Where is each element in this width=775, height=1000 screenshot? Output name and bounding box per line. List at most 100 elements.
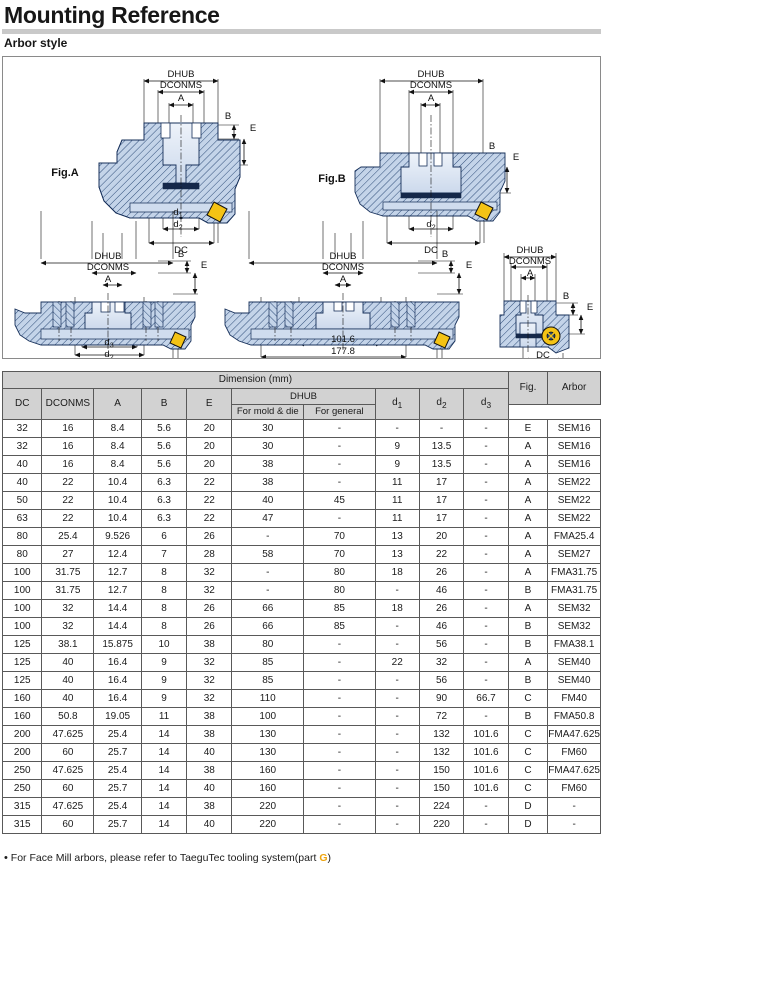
cell-e: 40 [186,779,233,798]
cell-b: 11 [140,707,188,726]
cell-d1: 22 [374,653,420,672]
cell-dconms: 16 [41,419,95,438]
header-dhub: DHUB [231,388,376,405]
cell-arbor: - [547,815,601,834]
footnote-bullet: • [4,852,8,864]
cell-fig: A [507,509,549,528]
cell-b: 6.3 [140,509,188,528]
cell-fig: A [507,455,549,474]
cell-fig: A [507,527,549,546]
cell-arbor: SEM40 [547,671,601,690]
cell-e: 20 [186,437,233,456]
fig-a-dc-label: DC [174,245,188,256]
cell-d3: 101.6 [463,761,509,780]
fig-c-drawing: DHUB DCONMS A B E d3 d2 DC Fig.C [14,211,207,358]
cell-mold: 160 [231,779,305,798]
table-row: 160 50.8 19.05 11 38 100- -72- B FMA50.8 [1,707,601,726]
fig-d-dhub-label: DHUB [330,251,357,262]
cell-fig: D [507,815,549,834]
table-row: 125 38.1 15.875 10 38 80- -56- B FMA38.1 [1,635,601,654]
cell-a: 25.4 [93,761,142,780]
cell-mold: 30 [231,437,305,456]
fig-b-drawing: DHUB DCONMS A B E d2 DC Fig.B [318,69,519,256]
cell-arbor: SEM40 [547,653,601,672]
cell-arbor: SEM16 [547,419,601,438]
cell-d1: - [374,779,420,798]
cell-e: 28 [186,545,233,564]
header-fig: Fig. [507,371,549,405]
cell-d3: - [463,599,509,618]
cell-fig: B [507,581,549,600]
arbor-dimension-table: Dimension (mm) Fig. Arbor DC DCONMS A B … [1,371,601,834]
cell-general: - [303,797,376,816]
cell-dc: 32 [1,419,43,438]
cell-general: - [303,815,376,834]
cell-arbor: SEM32 [547,617,601,636]
cell-e: 40 [186,743,233,762]
fig-d-177-label: 177.8 [331,346,355,357]
header-e: E [186,388,233,420]
insert-diamond [474,201,494,243]
table-row: 63 22 10.4 6.3 22 47-11 17- A SEM22 [1,509,601,528]
cell-d2: - [418,419,465,438]
cell-dconms: 16 [41,437,95,456]
cell-dconms: 60 [41,743,95,762]
footnote: • For Face Mill arbors, please refer to … [4,852,331,864]
cell-d1: - [374,617,420,636]
fig-b-dc-label: DC [424,245,438,256]
table-row: 100 32 14.4 8 26 66 85 18 26- A SEM32 [1,599,601,618]
table-row: 160 40 16.4 9 32 110- -90 66.7 C FM40 [1,689,601,708]
cell-arbor: FMA31.75 [547,581,601,600]
cell-a: 8.4 [93,419,142,438]
cell-dconms: 31.75 [41,581,95,600]
fig-c-b-label: B [178,249,184,260]
cell-dc: 100 [1,599,43,618]
cell-d3: - [463,671,509,690]
cell-d3: - [463,491,509,510]
cell-dconms: 27 [41,545,95,564]
table-row: 125 40 16.4 9 32 85-22 32- A SEM40 [1,653,601,672]
cell-a: 12.7 [93,581,142,600]
cell-dc: 315 [1,797,43,816]
fig-a-d2-label: d2 [173,219,182,232]
cell-dconms: 16 [41,455,95,474]
cell-b: 7 [140,545,188,564]
cell-e: 22 [186,509,233,528]
cell-dconms: 22 [41,491,95,510]
cell-e: 38 [186,725,233,744]
cell-arbor: FMA25.4 [547,527,601,546]
cell-e: 32 [186,581,233,600]
cell-d3: - [463,581,509,600]
insert-round [541,326,561,346]
cell-arbor: SEM22 [547,491,601,510]
cell-mold: - [231,527,305,546]
cell-dconms: 25.4 [41,527,95,546]
cell-d2: 20 [418,527,465,546]
table-row: 100 32 14.4 8 26 66 85-46- B SEM32 [1,617,601,636]
cell-dc: 63 [1,509,43,528]
cell-dc: 200 [1,725,43,744]
cell-e: 26 [186,527,233,546]
arbor-style-diagram-panel: DHUB DCONMS A B E d1 d2 DC Fig.A [2,56,601,359]
cell-mold: 80 [231,635,305,654]
fig-e-dhub-label: DHUB [517,245,544,256]
cell-mold: 160 [231,761,305,780]
cell-arbor: SEM27 [547,545,601,564]
cell-dc: 80 [1,545,43,564]
cell-d3: - [463,707,509,726]
cell-arbor: FM60 [547,743,601,762]
cell-a: 25.4 [93,797,142,816]
cell-a: 25.7 [93,779,142,798]
fig-a-b-label: B [225,111,231,122]
fig-e-a-label: A [527,268,534,279]
cell-a: 25.7 [93,743,142,762]
cell-a: 8.4 [93,455,142,474]
cell-dc: 250 [1,761,43,780]
cell-e: 32 [186,689,233,708]
cell-mold: - [231,581,305,600]
cell-arbor: FMA31.75 [547,563,601,582]
cell-fig: A [507,437,549,456]
cell-a: 14.4 [93,599,142,618]
cell-dc: 80 [1,527,43,546]
cell-dconms: 40 [41,689,95,708]
